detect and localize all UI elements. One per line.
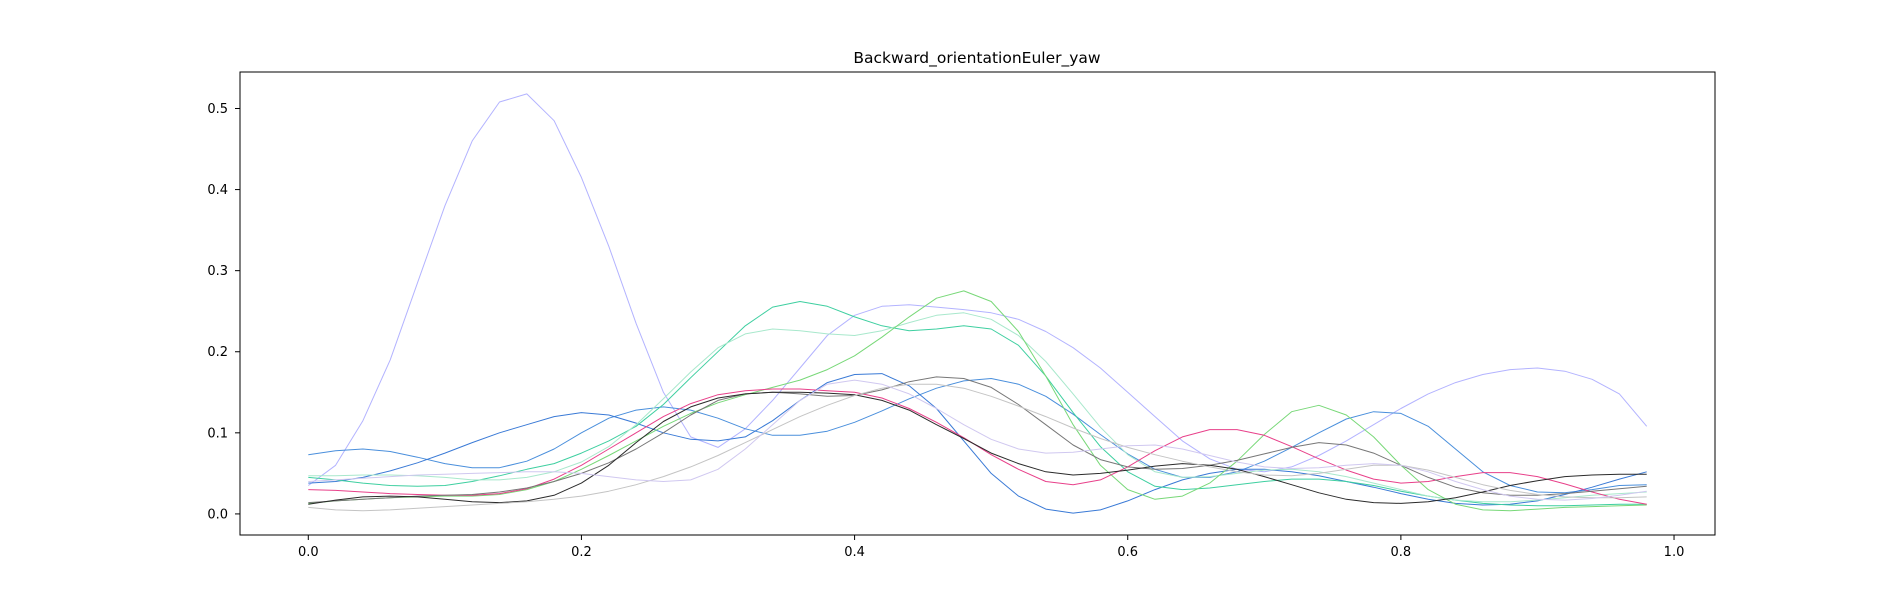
y-tick-label: 0.2: [207, 345, 228, 360]
chart-title: Backward_orientationEuler_yaw: [853, 49, 1101, 68]
x-axis: 0.0 0.2 0.4 0.6 0.8 1.0: [298, 535, 1684, 560]
y-tick-label: 0.1: [207, 426, 228, 441]
x-tick-label: 1.0: [1664, 545, 1685, 560]
y-tick-label: 0.5: [207, 102, 228, 117]
series-line-11: [308, 379, 1647, 501]
x-tick-label: 0.8: [1391, 545, 1412, 560]
series-layer: [308, 93, 1648, 514]
y-tick-label: 0.0: [207, 507, 228, 522]
series-line-10: [308, 383, 1647, 512]
series-line-1: [308, 93, 1648, 486]
plot-area-frame: [239, 71, 1716, 536]
y-tick-label: 0.3: [207, 264, 228, 279]
y-tick-label: 0.4: [207, 183, 228, 198]
series-line-8: [308, 376, 1647, 504]
x-tick-label: 0.6: [1117, 545, 1138, 560]
series-line-6: [308, 290, 1647, 512]
x-tick-label: 0.0: [298, 545, 319, 560]
y-axis: 0.0 0.1 0.2 0.3 0.4 0.5: [207, 102, 240, 522]
series-line-9: [308, 391, 1647, 505]
x-tick-label: 0.4: [844, 545, 865, 560]
series-line-3: [308, 373, 1647, 514]
series-line-5: [308, 312, 1647, 503]
x-tick-label: 0.2: [571, 545, 592, 560]
series-line-2: [308, 378, 1647, 494]
